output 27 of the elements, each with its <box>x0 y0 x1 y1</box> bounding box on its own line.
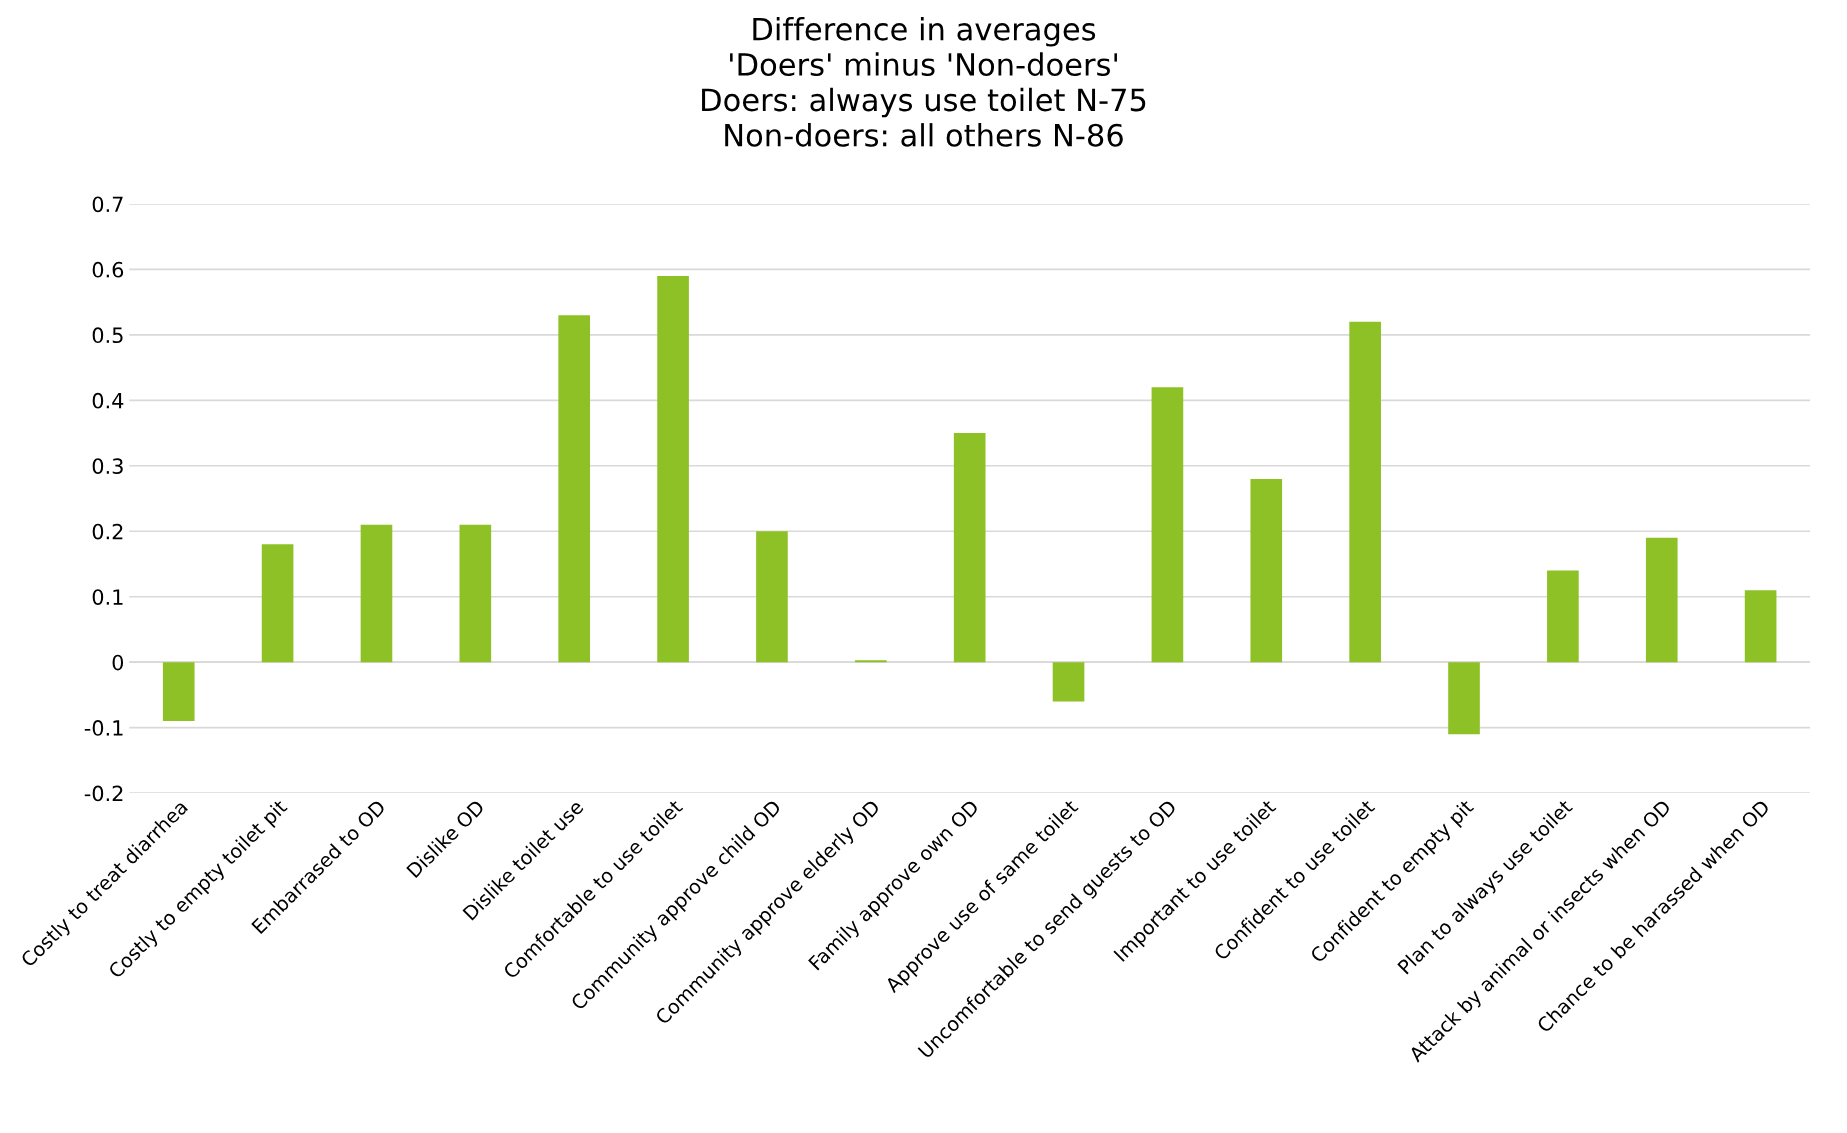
bar <box>261 544 294 663</box>
y-tick-label: 0.2 <box>92 523 123 540</box>
y-tick-label: -0.1 <box>84 720 123 736</box>
bar <box>1547 570 1579 663</box>
bar <box>360 524 393 663</box>
bar <box>657 275 689 663</box>
y-tick-label: 0.3 <box>92 458 123 474</box>
bar <box>953 433 986 663</box>
bar <box>1250 478 1283 663</box>
chart-title: Difference in averages 'Doers' minus 'Non-doers' Doers: always use toilet N-75 Non-doers: all others N-86 <box>702 17 1146 147</box>
y-tick-label: -0.2 <box>84 785 123 802</box>
bar <box>1645 537 1678 663</box>
y-tick-label: 0.4 <box>92 392 124 409</box>
bar <box>1052 662 1085 702</box>
bar <box>459 524 492 663</box>
y-tick-label: 0.5 <box>92 327 123 344</box>
bar <box>1744 590 1777 663</box>
bar <box>1349 321 1381 663</box>
bar <box>162 662 195 722</box>
bar <box>1448 662 1480 735</box>
bar <box>756 531 788 663</box>
bar <box>558 315 591 663</box>
y-tick-label: 0.1 <box>92 589 123 605</box>
y-tick-label: 0.7 <box>92 196 123 213</box>
bar <box>1151 387 1184 663</box>
y-tick-label: 0.6 <box>92 261 124 278</box>
y-tick-label: 0 <box>112 654 124 671</box>
